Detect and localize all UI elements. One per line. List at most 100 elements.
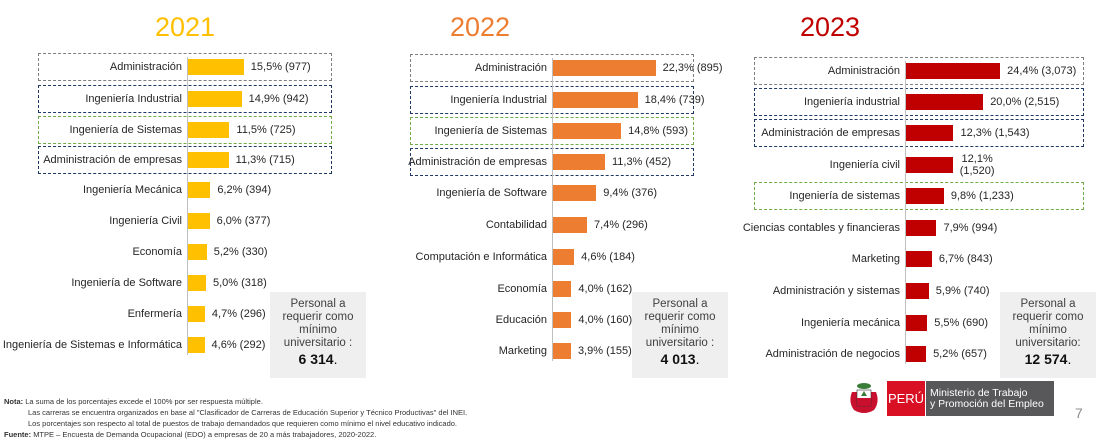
page-number: 7: [1075, 405, 1083, 421]
category-label: Administración: [827, 65, 900, 77]
category-label: Administración de empresas: [761, 127, 900, 139]
bar: [553, 60, 656, 76]
value-label: 4,7% (296): [211, 308, 266, 320]
value-label: 6,7% (843): [938, 253, 993, 265]
bar: [188, 152, 229, 168]
category-label: Administración de negocios: [765, 348, 900, 360]
axis-line: [905, 61, 906, 364]
value-label: 3,9% (155): [577, 345, 632, 357]
bar: [553, 154, 605, 170]
bar: [906, 94, 984, 110]
bar: [188, 244, 207, 260]
bar: [906, 346, 927, 362]
value-label: 4,0% (160): [578, 314, 633, 326]
total-value: 4 013: [660, 351, 696, 367]
bar: [553, 185, 597, 201]
value-label: 12,3% (1,543): [960, 127, 1030, 139]
total-suffix: .: [695, 351, 700, 367]
category-label: Economía: [497, 283, 547, 295]
bar: [553, 123, 622, 139]
category-label: Ingeniería Industrial: [450, 94, 547, 106]
ministry-logo: Ministerio de Trabajo y Promoción del Em…: [926, 381, 1054, 416]
bar: [553, 249, 575, 265]
coat-of-arms-logo: [848, 382, 880, 416]
category-label: Economía: [132, 246, 182, 258]
category-label: Administración de empresas: [43, 154, 182, 166]
summary-box: Personal a requerir como mínimo universi…: [632, 292, 728, 378]
total-suffix: .: [333, 351, 338, 367]
category-label: Administración: [474, 62, 547, 74]
highlight-box: [38, 53, 332, 81]
total-suffix: .: [1067, 351, 1072, 367]
summary-text: Personal a requerir como mínimo universi…: [1012, 298, 1084, 349]
bar: [553, 92, 638, 108]
nota-label: Nota:: [4, 397, 24, 406]
bar: [553, 312, 572, 328]
value-label: 5,2% (330): [213, 246, 268, 258]
category-label: Ingeniería civil: [829, 159, 900, 171]
category-label: Ingeniería de Software: [436, 187, 547, 199]
bar: [906, 125, 954, 141]
highlight-box: [754, 57, 1084, 85]
bar: [188, 337, 205, 353]
footnote-line2: Las carreras se encuentra organizados en…: [28, 408, 468, 417]
value-label: 18,4% (739): [644, 94, 705, 106]
value-label: 6,2% (394): [217, 184, 272, 196]
bar: [188, 59, 244, 75]
value-label: 9,8% (1,233): [950, 190, 1014, 202]
bar: [906, 63, 1001, 79]
bar: [906, 157, 953, 173]
bar: [188, 275, 206, 291]
value-label: 11,3% (715): [235, 154, 295, 166]
highlight-box: [754, 88, 1084, 116]
value-label: 5,0% (318): [213, 277, 267, 289]
highlight-box: [754, 182, 1084, 210]
value-label: 11,3% (452): [611, 156, 672, 168]
highlight-box: [754, 119, 1084, 147]
highlight-box: [38, 116, 332, 144]
category-label: Ingeniería Industrial: [85, 93, 182, 105]
value-label: 22,3% (895): [662, 62, 723, 74]
category-label: Marketing: [851, 253, 900, 265]
nota-text: La suma de los porcentajes excede el 100…: [25, 397, 263, 406]
summary-total: 4 013.: [632, 351, 728, 367]
category-label: Marketing: [498, 345, 547, 357]
value-label: 15,5% (977): [250, 61, 311, 73]
value-label: 14,8% (593): [628, 125, 689, 137]
bar: [906, 220, 937, 236]
category-label: Ingeniería de Sistemas: [434, 125, 547, 137]
category-label: Educación: [495, 314, 547, 326]
category-label: Ingeniería de sistemas: [789, 190, 900, 202]
chart-title: 2023: [799, 12, 861, 42]
bar: [188, 213, 210, 229]
summary-text: Personal a requerir como mínimo universi…: [644, 298, 716, 349]
category-label: Ingeniería mecánica: [800, 317, 900, 329]
category-label: Computación e Informática: [415, 251, 547, 263]
footnote-line3: Los porcentajes son respecto al total de…: [28, 419, 458, 428]
value-label: 7,9% (994): [943, 222, 998, 234]
category-label: Enfermería: [127, 308, 182, 320]
fuente-label: Fuente:: [4, 430, 32, 439]
category-label: Ingeniería industrial: [803, 96, 900, 108]
bar: [188, 306, 205, 322]
summary-box: Personal a requerir como mínimo universi…: [1000, 292, 1096, 378]
ministry-name-line1: Ministerio de Trabajo: [930, 387, 1028, 399]
value-label: 5,2% (657): [933, 348, 987, 360]
bar: [188, 122, 230, 138]
peru-logo: PERÚ: [887, 381, 925, 416]
category-label: Ingeniería Mecánica: [82, 184, 182, 196]
value-label: 6,0% (377): [216, 215, 271, 227]
footnotes: Nota: La suma de los porcentajes excede …: [4, 396, 467, 440]
chart-title: 2021: [154, 12, 216, 42]
value-label: 4,6% (184): [581, 251, 635, 263]
category-label: Ciencias contables y financieras: [742, 222, 900, 234]
ministry-name-line2: y Promoción del Empleo: [930, 398, 1044, 410]
value-label: 24,4% (3,073): [1007, 65, 1077, 77]
value-label: 5,5% (690): [934, 317, 989, 329]
category-label: Administración y sistemas: [772, 285, 900, 297]
summary-box: Personal a requerir como mínimo universi…: [270, 292, 366, 378]
fuente-text: MTPE – Encuesta de Demanda Ocupacional (…: [33, 430, 377, 439]
bar: [906, 188, 944, 204]
bar: [906, 315, 928, 331]
bar: [906, 251, 932, 267]
